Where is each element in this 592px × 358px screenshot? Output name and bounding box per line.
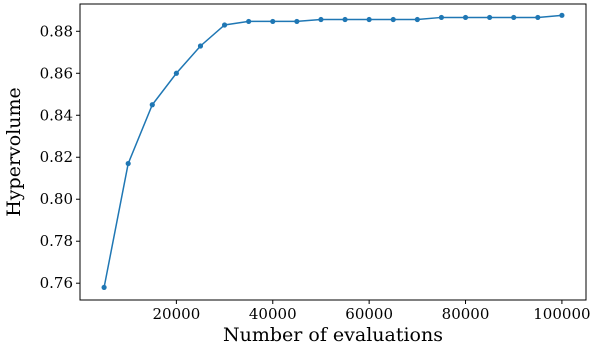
x-axis-label: Number of evaluations bbox=[223, 324, 443, 346]
y-tick-label: 0.82 bbox=[40, 148, 73, 166]
data-point bbox=[342, 16, 348, 23]
x-tick-label: 60000 bbox=[345, 305, 393, 323]
data-point bbox=[559, 12, 565, 18]
x-tick-label: 80000 bbox=[442, 305, 490, 323]
data-point bbox=[101, 284, 107, 291]
y-tick-label: 0.86 bbox=[40, 64, 73, 82]
data-point bbox=[318, 16, 324, 23]
data-point bbox=[246, 18, 252, 25]
x-tick-label: 20000 bbox=[153, 305, 201, 323]
data-point bbox=[535, 14, 541, 21]
data-point bbox=[366, 16, 372, 23]
plot-frame bbox=[79, 3, 587, 301]
data-point bbox=[197, 43, 204, 49]
data-point bbox=[511, 14, 517, 21]
y-tick-label: 0.76 bbox=[40, 274, 73, 292]
axis-ticks: 20000 40000 60000 80000 100000 0.76 0.78 0.80 0.… bbox=[40, 22, 591, 323]
data-point bbox=[462, 14, 469, 21]
data-point bbox=[221, 22, 228, 28]
y-axis-label: Hypervolume bbox=[3, 87, 25, 217]
y-tick-label: 0.88 bbox=[40, 22, 73, 40]
x-tick-label: 40000 bbox=[249, 305, 297, 323]
data-point bbox=[149, 102, 155, 108]
data-point bbox=[438, 14, 445, 21]
data-point bbox=[173, 70, 179, 76]
data-point bbox=[487, 14, 493, 21]
y-tick-label: 0.78 bbox=[40, 232, 73, 250]
data-point bbox=[125, 160, 131, 167]
data-point bbox=[294, 18, 300, 25]
y-tick-label: 0.84 bbox=[40, 106, 73, 124]
x-tick-label: 100000 bbox=[533, 305, 590, 323]
data-point bbox=[270, 18, 276, 25]
data-point bbox=[390, 16, 396, 23]
y-tick-label: 0.80 bbox=[40, 190, 73, 208]
data-point bbox=[414, 16, 420, 23]
plot-area bbox=[101, 12, 565, 291]
series-line bbox=[103, 14, 562, 288]
